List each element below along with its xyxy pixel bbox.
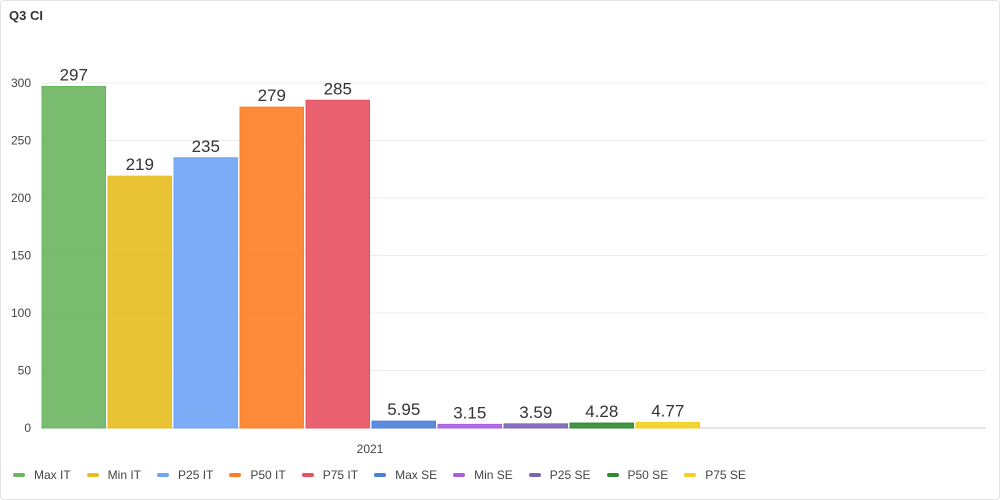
y-tick-label: 300: [11, 76, 31, 90]
data-label: 3.59: [519, 403, 552, 422]
y-tick-label: 250: [11, 134, 31, 148]
legend-label: P75 SE: [705, 468, 746, 482]
legend-swatch: [453, 473, 466, 477]
bar-p50-se: [569, 422, 634, 429]
legend: Max IT Min IT P25 IT P50 IT P75 IT Max SE Min …: [13, 468, 762, 482]
data-label: 3.15: [453, 403, 486, 422]
legend-item[interactable]: P50 SE: [606, 468, 669, 482]
bar-p50-it: [239, 106, 304, 429]
data-label: 5.95: [387, 400, 420, 419]
bar-p75-it: [305, 99, 370, 429]
legend-swatch: [86, 473, 99, 477]
legend-label: Max IT: [34, 468, 71, 482]
legend-item[interactable]: Max SE: [374, 468, 437, 482]
legend-label: P50 IT: [250, 468, 286, 482]
chart-title: Q3 CI: [9, 8, 43, 23]
bar-max-se: [371, 420, 436, 429]
y-tick-label: 150: [11, 249, 31, 263]
legend-item[interactable]: P75 IT: [301, 468, 359, 482]
legend-label: P75 IT: [322, 468, 359, 482]
legend-item[interactable]: P50 IT: [229, 468, 286, 482]
legend-item[interactable]: P75 SE: [684, 468, 746, 482]
legend-swatch: [157, 473, 170, 477]
legend-label: P50 SE: [627, 468, 669, 482]
legend-item[interactable]: P25 SE: [528, 468, 591, 482]
legend-item[interactable]: Min IT: [86, 468, 142, 482]
legend-swatch: [13, 473, 25, 477]
legend-label: P25 IT: [178, 468, 214, 482]
legend-item[interactable]: Max IT: [13, 468, 71, 482]
legend-swatch: [684, 473, 697, 477]
data-label: 235: [192, 137, 220, 156]
data-label: 4.77: [651, 402, 684, 421]
y-tick-label: 0: [24, 421, 31, 435]
data-label: 285: [324, 79, 352, 98]
legend-swatch: [528, 473, 541, 477]
data-label: 219: [126, 155, 154, 174]
legend-swatch: [374, 473, 387, 477]
legend-item[interactable]: P25 IT: [157, 468, 213, 482]
bar-min-it: [107, 175, 172, 429]
bar-p25-it: [173, 157, 238, 429]
bar-p75-se: [635, 422, 700, 429]
legend-label: Min SE: [474, 468, 513, 482]
bar-min-se: [437, 423, 502, 429]
legend-swatch: [606, 473, 619, 477]
legend-label: Min IT: [107, 468, 142, 482]
legend-item[interactable]: Min SE: [453, 468, 513, 482]
y-tick-label: 50: [18, 364, 32, 378]
legend-label: P25 SE: [549, 468, 591, 482]
y-tick-label: 100: [11, 306, 31, 320]
bar-max-it: [41, 85, 106, 429]
data-label: 297: [60, 65, 88, 84]
bar-p25-se: [503, 423, 568, 429]
legend-swatch: [229, 473, 242, 477]
x-tick-label: 2021: [357, 442, 384, 456]
y-tick-label: 200: [11, 191, 31, 205]
data-label: 4.28: [585, 402, 618, 421]
legend-label: Max SE: [395, 468, 438, 482]
legend-swatch: [301, 473, 314, 477]
data-label: 279: [258, 86, 286, 105]
